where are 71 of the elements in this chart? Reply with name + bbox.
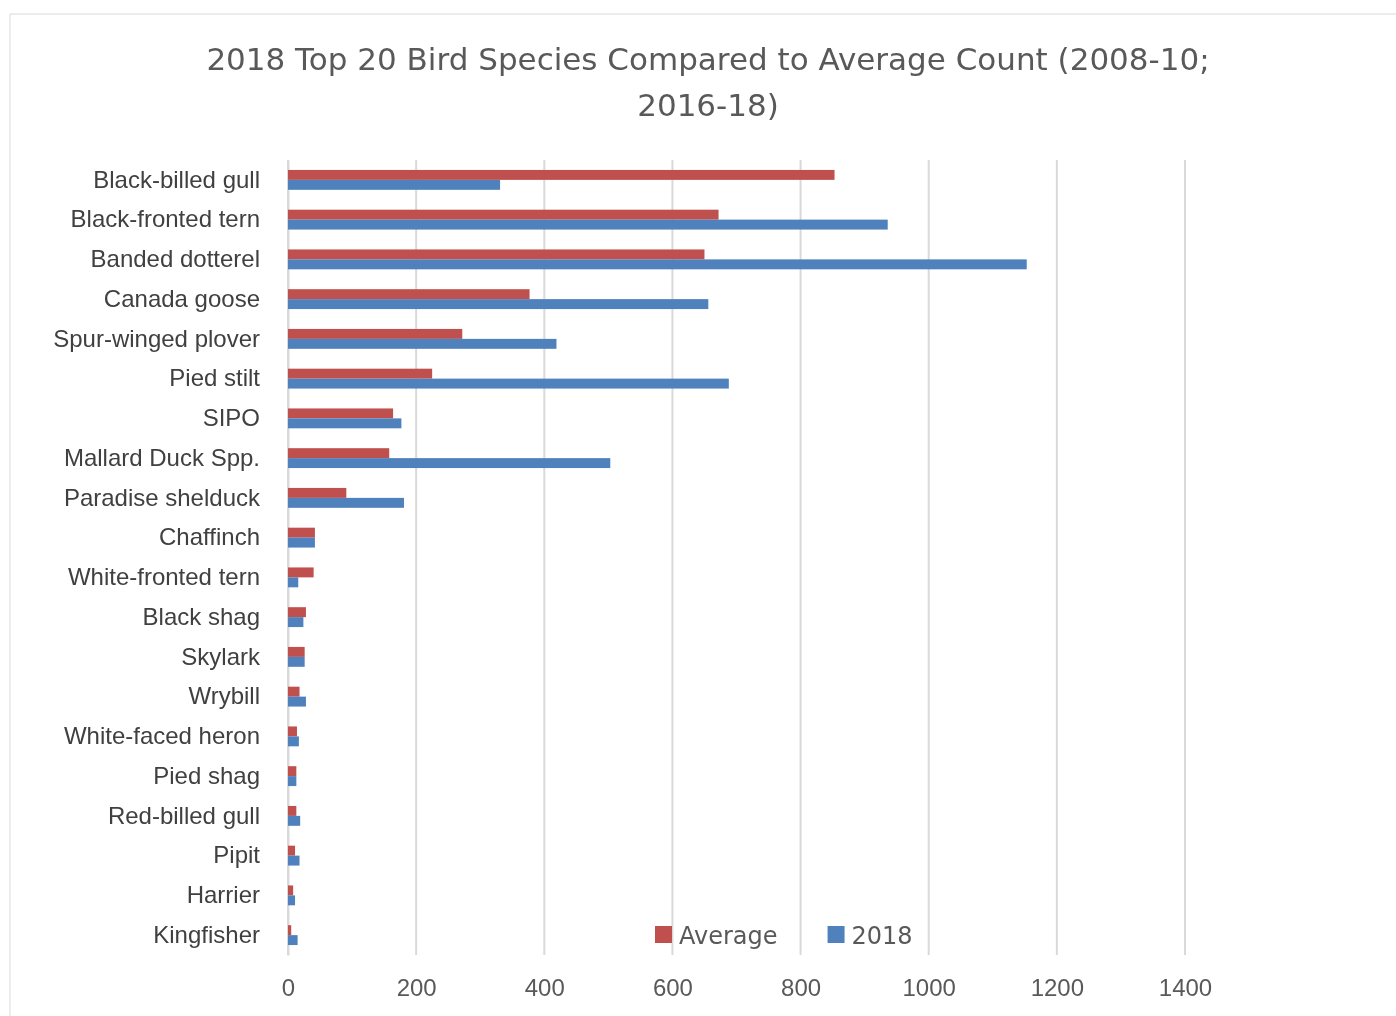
legend-label: 2018 [851,922,913,950]
bar [288,328,463,339]
bar [288,766,297,777]
bar [288,776,297,787]
y-tick-label: Pipit [213,841,261,869]
x-tick-label: 400 [524,974,565,1002]
bar [288,696,306,707]
bar [288,607,306,618]
bar [288,289,530,300]
y-tick-label: Skylark [181,642,261,670]
x-tick-label: 200 [396,974,437,1002]
bar [288,646,305,657]
bar [288,895,296,906]
y-tick-label: Spur-winged plover [53,324,260,352]
bar [288,577,299,588]
y-tick-label: Pied shag [153,761,260,789]
bar [288,368,433,379]
bar [288,925,292,936]
x-tick-label: 1200 [1030,974,1085,1002]
bar [288,169,835,180]
y-tick-label: Harrier [186,881,260,909]
bar [288,259,1027,270]
y-tick-label: Canada goose [103,284,260,312]
y-tick-label: SIPO [202,404,260,432]
y-tick-label: Pied stilt [169,364,261,392]
x-tick-label: 800 [781,974,822,1002]
bar [288,656,305,667]
bar [288,219,888,230]
bar [288,448,390,459]
bar [288,209,719,220]
bar [288,885,294,896]
bar [288,458,611,469]
y-tick-label: Mallard Duck Spp. [63,443,260,471]
y-tick-label: Paradise shelduck [63,483,261,511]
y-tick-label: Black-fronted tern [70,205,260,233]
y-tick-label: White-faced heron [63,722,260,750]
y-tick-label: White-fronted tern [67,563,260,591]
bar [288,418,402,429]
y-tick-label: Banded dotterel [90,245,260,273]
y-tick-label: Black-billed gull [93,165,260,193]
y-tick-label: Red-billed gull [107,801,260,829]
bar [288,855,300,866]
bar [288,527,315,538]
chart-title: 2018 Top 20 Bird Species Compared to Average Count (2008-10; 2016-18) [206,41,1210,123]
bar [288,299,709,310]
bar [288,815,301,826]
y-tick-label: Wrybill [188,682,260,710]
x-tick-label: 1400 [1158,974,1213,1002]
bar [288,845,296,856]
bar [288,805,297,816]
x-tick-label: 1000 [902,974,956,1002]
bar [288,726,297,737]
bar [288,179,501,190]
bar [288,249,705,260]
bar [288,617,304,628]
bar [288,487,347,498]
bar [288,338,557,349]
y-tick-label: Chaffinch [159,523,260,551]
bar [288,686,300,697]
bar [288,736,299,747]
x-tick-label: 600 [652,974,693,1002]
bar [288,537,315,548]
bar [288,497,404,508]
bar [288,408,394,419]
bar [288,378,729,389]
bar [288,567,314,578]
x-tick-label: 0 [281,974,296,1002]
bar [288,935,298,946]
legend-label: Average [679,922,778,950]
y-tick-label: Black shag [142,602,260,630]
y-tick-label: Kingfisher [153,920,260,948]
